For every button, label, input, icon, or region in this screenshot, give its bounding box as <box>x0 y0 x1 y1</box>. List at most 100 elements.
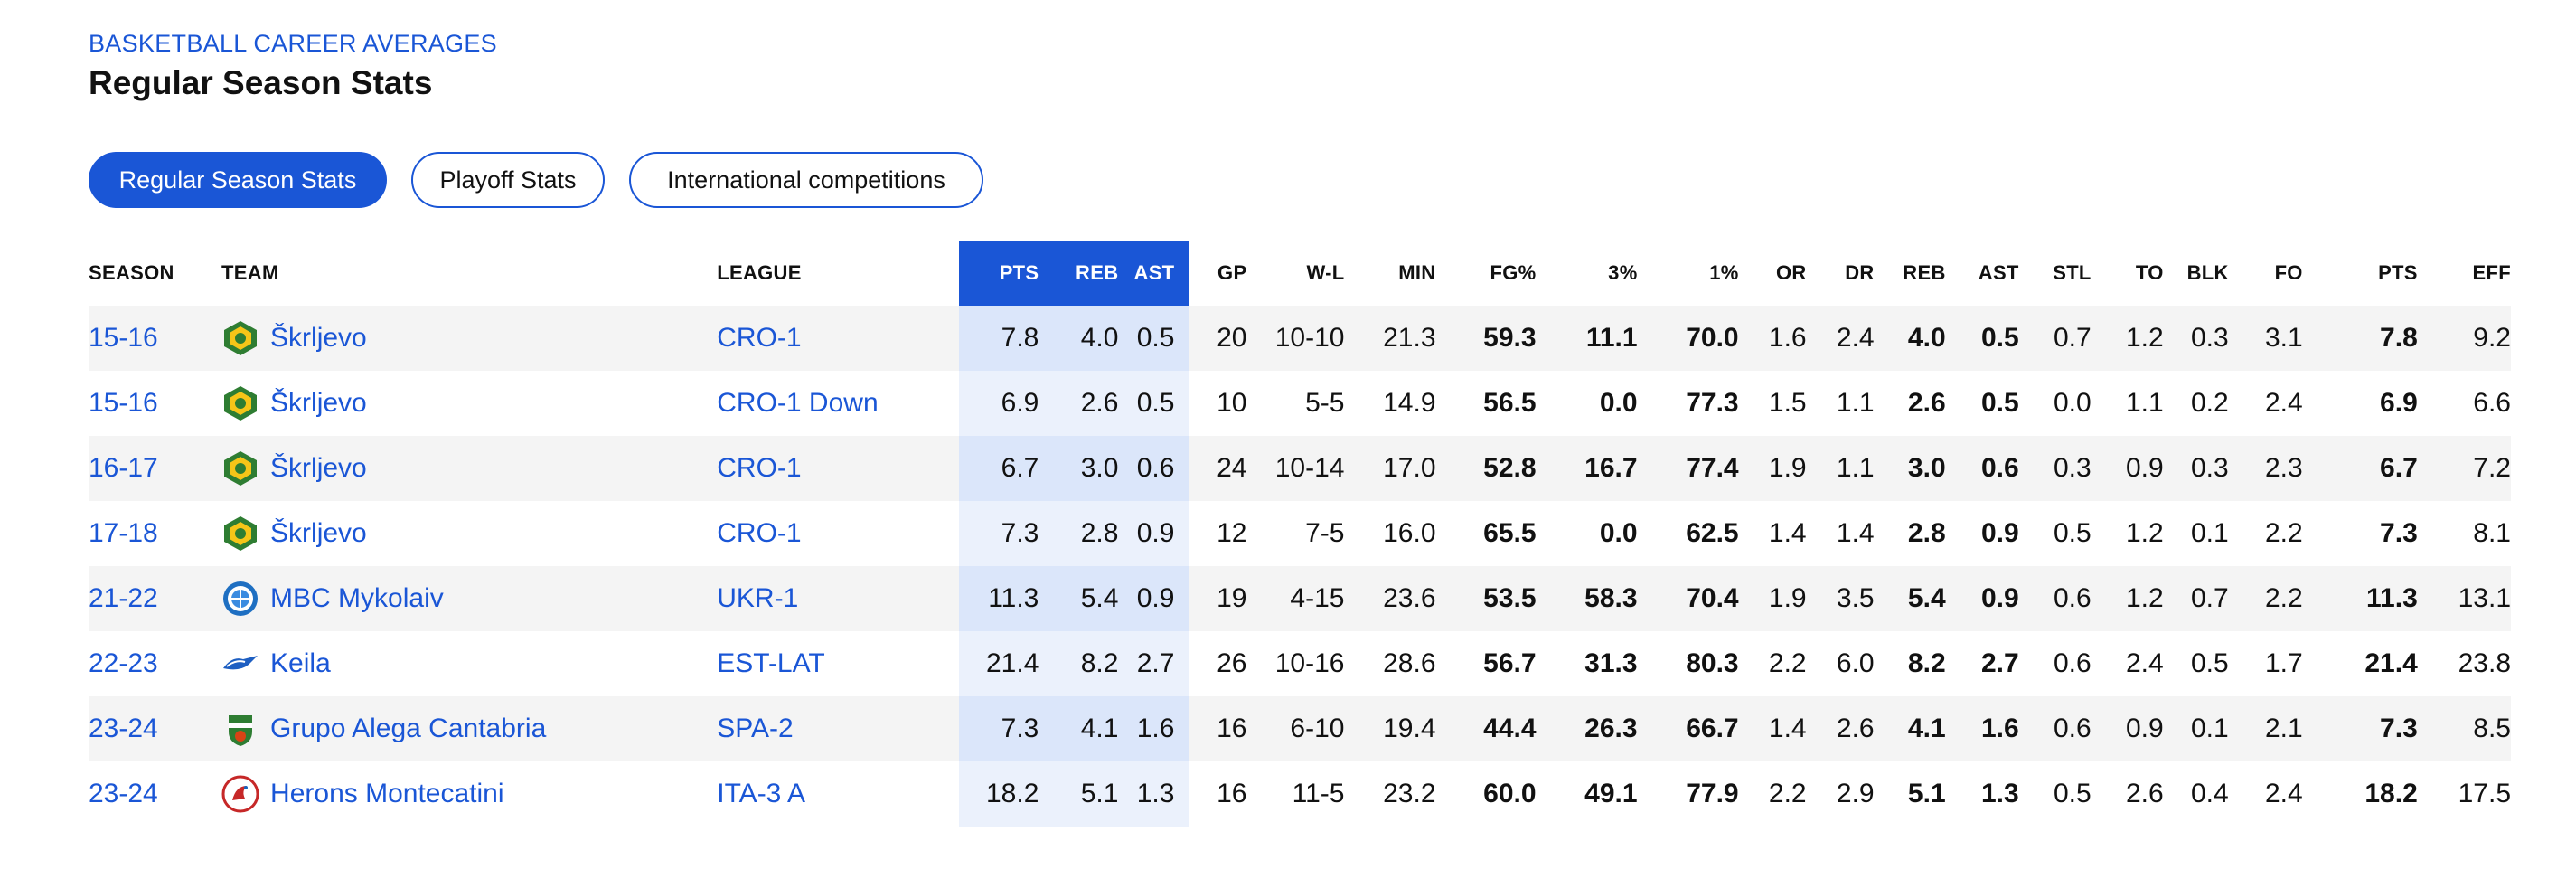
stat-gp: 12 <box>1217 518 1247 548</box>
stat-ast: 0.5 <box>1945 306 2019 371</box>
stat-pts: 6.9 <box>2380 388 2418 418</box>
league-link[interactable]: SPA-2 <box>717 714 794 743</box>
league-link[interactable]: CRO-1 <box>717 323 802 353</box>
tab-playoff-stats[interactable]: Playoff Stats <box>411 152 605 208</box>
stat-reb: 5.4 <box>1874 566 1946 631</box>
stat-pts: 18.2 <box>2364 779 2418 808</box>
league-link[interactable]: CRO-1 Down <box>717 388 879 418</box>
season-link[interactable]: 17-18 <box>89 518 158 548</box>
col-fo[interactable]: FO <box>2274 261 2303 284</box>
team-link[interactable]: Herons Montecatini <box>270 779 504 808</box>
season-link[interactable]: 23-24 <box>89 779 158 808</box>
stat-eff: 17.5 <box>2458 779 2511 808</box>
stat-pts-hl: 11.3 <box>959 566 1039 631</box>
stat-eff: 9.2 <box>2417 306 2511 371</box>
col-eff[interactable]: EFF <box>2472 261 2511 284</box>
stat-to: 2.6 <box>2125 779 2164 808</box>
col-league[interactable]: LEAGUE <box>717 261 802 284</box>
stat-reb: 5.1 <box>1907 779 1946 808</box>
stat-fo: 1.7 <box>2265 648 2303 678</box>
col-dr[interactable]: DR <box>1845 261 1875 284</box>
col-reb[interactable]: REB <box>1903 261 1946 284</box>
stat-eff: 13.1 <box>2417 566 2511 631</box>
stat-to: 1.2 <box>2091 566 2164 631</box>
stat-stl: 0.7 <box>2018 306 2092 371</box>
league-link[interactable]: EST-LAT <box>717 648 825 678</box>
stat-reb-hl: 8.2 <box>1039 631 1119 696</box>
stat-to: 0.9 <box>2091 436 2164 501</box>
col-reb-highlight[interactable]: REB <box>1039 241 1119 306</box>
team-cell: Keila <box>221 645 717 683</box>
col-three-pct[interactable]: 3% <box>1608 261 1638 284</box>
stat-min: 17.0 <box>1344 436 1436 501</box>
stat-gp: 19 <box>1189 566 1247 631</box>
stat-ast: 0.9 <box>1980 518 2019 548</box>
tab-regular-season-stats[interactable]: Regular Season Stats <box>89 152 387 208</box>
stat-gp: 20 <box>1189 306 1247 371</box>
team-cell: Škrljevo <box>221 515 717 553</box>
league-link[interactable]: UKR-1 <box>717 583 799 613</box>
stat-one: 70.4 <box>1637 566 1739 631</box>
team-link[interactable]: Škrljevo <box>270 453 367 483</box>
col-pts[interactable]: PTS <box>2378 261 2418 284</box>
col-or[interactable]: OR <box>1776 261 1807 284</box>
stat-ast: 1.3 <box>1980 779 2019 808</box>
stat-pts-hl: 6.7 <box>959 436 1039 501</box>
stat-or: 1.4 <box>1768 518 1807 548</box>
col-stl[interactable]: STL <box>2053 261 2092 284</box>
stat-reb: 2.6 <box>1907 388 1946 418</box>
col-to[interactable]: TO <box>2135 261 2164 284</box>
col-fg-pct[interactable]: FG% <box>1490 261 1537 284</box>
season-link[interactable]: 21-22 <box>89 583 158 613</box>
stat-reb: 4.1 <box>1874 696 1946 761</box>
stat-pts-hl: 7.8 <box>959 306 1039 371</box>
col-min[interactable]: MIN <box>1398 261 1436 284</box>
stat-blk: 0.1 <box>2163 696 2229 761</box>
team-link[interactable]: Škrljevo <box>270 323 367 353</box>
col-blk[interactable]: BLK <box>2186 261 2229 284</box>
tab-international-competitions[interactable]: International competitions <box>629 152 983 208</box>
stat-gp: 26 <box>1217 648 1247 678</box>
league-link[interactable]: CRO-1 <box>717 453 802 483</box>
col-pts-highlight[interactable]: PTS <box>959 241 1039 306</box>
col-ast[interactable]: AST <box>1978 261 2019 284</box>
stat-reb: 2.8 <box>1907 518 1946 548</box>
col-gp[interactable]: GP <box>1217 261 1247 284</box>
col-ft-pct[interactable]: 1% <box>1709 261 1739 284</box>
montecatini-logo <box>221 775 259 813</box>
team-link[interactable]: MBC Mykolaiv <box>270 583 444 613</box>
stat-wl: 10-14 <box>1246 436 1345 501</box>
season-link[interactable]: 22-23 <box>89 648 158 678</box>
team-link[interactable]: Grupo Alega Cantabria <box>270 714 547 743</box>
team-link[interactable]: Škrljevo <box>270 388 367 418</box>
stat-stl: 0.6 <box>2018 696 2092 761</box>
stat-stl: 0.0 <box>2053 388 2092 418</box>
team-link[interactable]: Škrljevo <box>270 518 367 548</box>
stat-three: 31.3 <box>1584 648 1638 678</box>
season-link[interactable]: 16-17 <box>89 453 158 483</box>
stat-wl: 4-15 <box>1246 566 1345 631</box>
stat-three: 26.3 <box>1536 696 1638 761</box>
stat-pts-hl: 18.2 <box>959 761 1039 827</box>
col-ast-highlight[interactable]: AST <box>1118 241 1189 306</box>
stat-pts: 11.3 <box>2302 566 2418 631</box>
stat-reb-hl: 2.6 <box>1039 371 1119 436</box>
stat-reb-hl: 4.0 <box>1039 306 1119 371</box>
stat-three: 0.0 <box>1599 518 1638 548</box>
table-row: 17-18 Škrljevo CRO-1 7.3 2.8 0.9 12 7-5 16.0 65.5… <box>89 501 2511 566</box>
stat-min: 28.6 <box>1383 648 1436 678</box>
stat-reb-hl: 4.1 <box>1039 696 1119 761</box>
team-link[interactable]: Keila <box>270 648 331 678</box>
stat-wl: 10-10 <box>1246 306 1345 371</box>
col-team[interactable]: TEAM <box>221 261 279 284</box>
league-link[interactable]: CRO-1 <box>717 518 802 548</box>
stat-blk: 0.7 <box>2163 566 2229 631</box>
col-season[interactable]: SEASON <box>89 261 174 284</box>
season-link[interactable]: 15-16 <box>89 388 158 418</box>
stat-reb-hl: 3.0 <box>1039 436 1119 501</box>
season-link[interactable]: 15-16 <box>89 323 158 353</box>
league-link[interactable]: ITA-3 A <box>717 779 806 808</box>
col-wl[interactable]: W-L <box>1306 261 1345 284</box>
stat-pts: 7.3 <box>2302 696 2418 761</box>
season-link[interactable]: 23-24 <box>89 714 158 743</box>
